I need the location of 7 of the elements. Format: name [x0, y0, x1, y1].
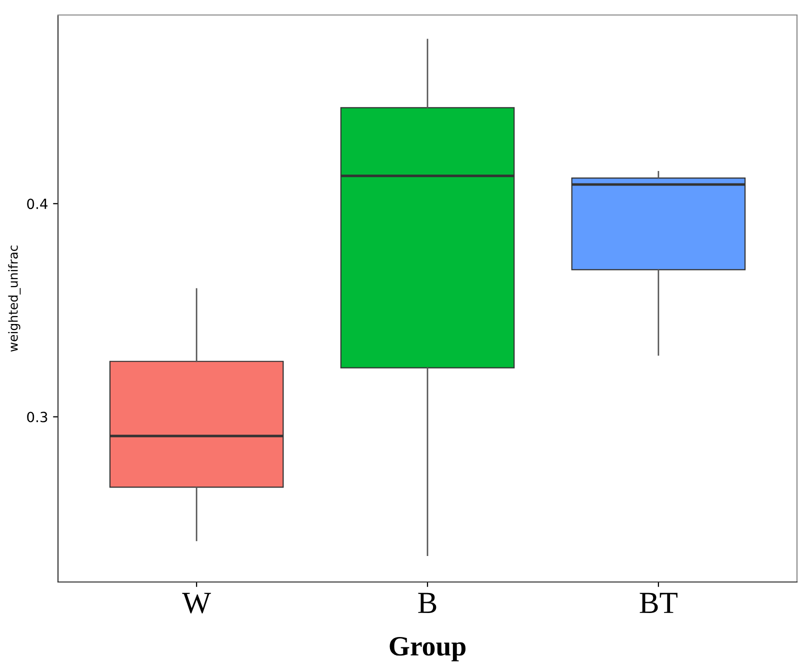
x-tick-label: BT — [640, 592, 678, 614]
y-axis-title: weighted_unifrac — [8, 246, 21, 352]
x-tick-label: B — [418, 592, 436, 614]
x-tick-label: W — [182, 592, 211, 614]
x-axis-title: Group — [390, 636, 466, 662]
y-tick-label: 0.4 — [27, 198, 48, 210]
y-tick-label: 0.3 — [27, 412, 48, 422]
